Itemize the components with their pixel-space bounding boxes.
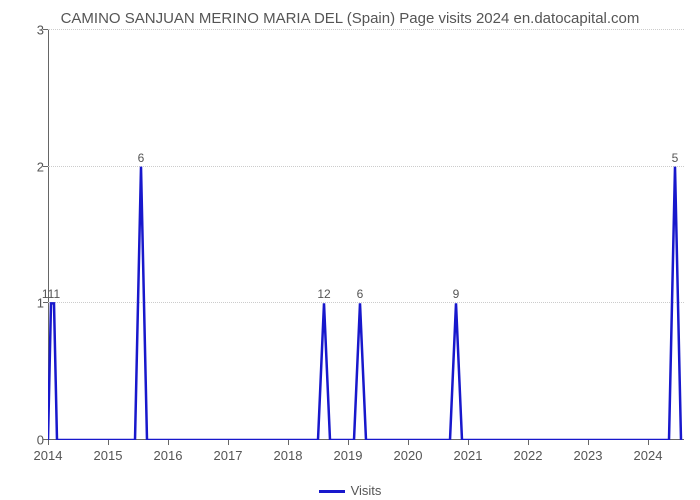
x-tick-label: 2021 bbox=[454, 448, 483, 463]
x-tick-mark bbox=[408, 440, 409, 445]
x-tick-mark bbox=[468, 440, 469, 445]
y-tick-label: 2 bbox=[14, 159, 44, 174]
plot-area: 111612695 bbox=[48, 30, 684, 440]
x-tick-mark bbox=[648, 440, 649, 445]
series-line bbox=[48, 30, 684, 440]
data-point-label: 12 bbox=[317, 287, 330, 301]
chart-title: CAMINO SANJUAN MERINO MARIA DEL (Spain) … bbox=[0, 10, 700, 27]
chart-container: CAMINO SANJUAN MERINO MARIA DEL (Spain) … bbox=[0, 0, 700, 500]
x-tick-mark bbox=[288, 440, 289, 445]
legend-swatch bbox=[319, 490, 345, 493]
data-point-label: 6 bbox=[357, 287, 364, 301]
x-tick-mark bbox=[168, 440, 169, 445]
legend: Visits bbox=[0, 483, 700, 498]
x-tick-label: 2016 bbox=[154, 448, 183, 463]
y-tick-label: 0 bbox=[14, 433, 44, 448]
x-tick-label: 2024 bbox=[634, 448, 663, 463]
x-tick-label: 2022 bbox=[514, 448, 543, 463]
x-tick-label: 2020 bbox=[394, 448, 423, 463]
x-tick-mark bbox=[108, 440, 109, 445]
x-tick-mark bbox=[588, 440, 589, 445]
y-tick-label: 3 bbox=[14, 23, 44, 38]
x-tick-label: 2023 bbox=[574, 448, 603, 463]
x-tick-mark bbox=[348, 440, 349, 445]
data-point-label: 111 bbox=[42, 287, 60, 301]
x-tick-label: 2015 bbox=[94, 448, 123, 463]
x-tick-mark bbox=[228, 440, 229, 445]
x-tick-mark bbox=[48, 440, 49, 445]
y-tick-label: 1 bbox=[14, 296, 44, 311]
legend-label: Visits bbox=[351, 483, 382, 498]
data-point-label: 9 bbox=[453, 287, 460, 301]
data-point-label: 6 bbox=[138, 151, 145, 165]
x-tick-label: 2019 bbox=[334, 448, 363, 463]
x-tick-label: 2018 bbox=[274, 448, 303, 463]
x-tick-mark bbox=[528, 440, 529, 445]
x-tick-label: 2014 bbox=[34, 448, 63, 463]
x-tick-label: 2017 bbox=[214, 448, 243, 463]
data-point-label: 5 bbox=[672, 151, 679, 165]
